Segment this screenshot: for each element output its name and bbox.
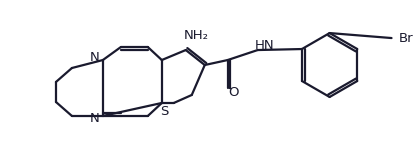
Text: O: O bbox=[228, 87, 239, 100]
Text: S: S bbox=[161, 105, 169, 118]
Text: N: N bbox=[90, 112, 100, 125]
Text: NH₂: NH₂ bbox=[183, 28, 208, 42]
Text: Br: Br bbox=[399, 32, 413, 44]
Text: HN: HN bbox=[255, 39, 275, 52]
Text: N: N bbox=[90, 51, 100, 64]
